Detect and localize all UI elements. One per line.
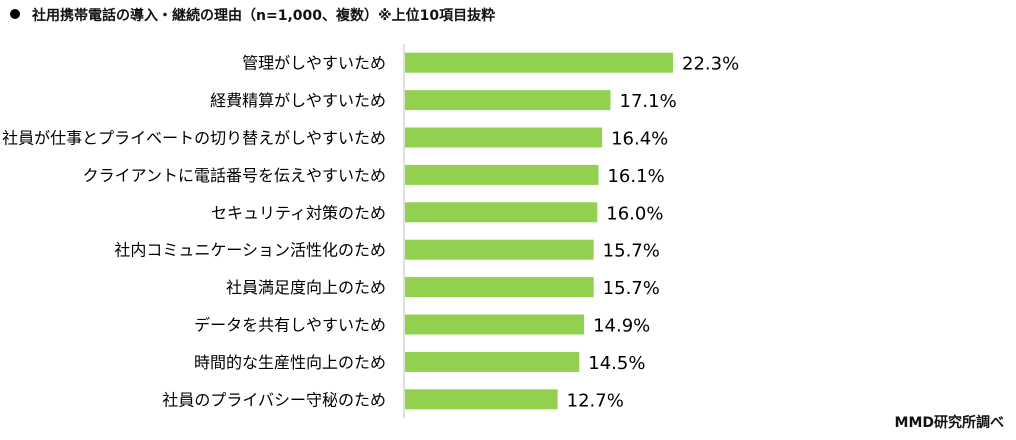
- data-label: 22.3%: [682, 54, 739, 75]
- category-label: 社員が仕事とプライベートの切り替えがしやすいため: [2, 129, 386, 148]
- chart-title: 社用携帯電話の導入・継続の理由（n=1,000、複数）※上位10項目抜粋: [10, 5, 495, 25]
- data-label: 15.7%: [603, 278, 660, 299]
- bar: [405, 277, 594, 298]
- category-label: 経費精算がしやすいため: [210, 91, 386, 110]
- data-label: 17.1%: [620, 91, 677, 112]
- category-label: 時間的な生産性向上のため: [194, 353, 386, 372]
- category-label: クライアントに電話番号を伝えやすいため: [83, 166, 386, 185]
- bar: [405, 314, 585, 335]
- data-label: 16.0%: [606, 203, 663, 224]
- data-label: 16.4%: [611, 129, 668, 150]
- source-credit: MMD研究所調べ: [894, 415, 1004, 431]
- data-label: 14.9%: [593, 316, 650, 337]
- data-label: 16.1%: [607, 166, 664, 187]
- data-label: 14.5%: [588, 353, 645, 374]
- bar: [405, 202, 598, 223]
- category-label: 社員のプライバシー守秘のため: [162, 390, 386, 409]
- chart-title-text: 社用携帯電話の導入・継続の理由（n=1,000、複数）※上位10項目抜粋: [32, 8, 496, 24]
- bar: [405, 164, 599, 185]
- data-label: 15.7%: [603, 241, 660, 262]
- bar: [405, 52, 673, 73]
- category-label: 社員満足度向上のため: [226, 278, 386, 297]
- bar: [405, 127, 603, 148]
- bar: [405, 239, 594, 260]
- data-label: 12.7%: [567, 390, 624, 411]
- bar: [405, 351, 580, 372]
- category-label: データを共有しやすいため: [194, 316, 386, 335]
- bar: [405, 389, 558, 410]
- category-label: セキュリティ対策のため: [211, 203, 386, 222]
- bar: [405, 90, 611, 111]
- bullet-icon: [10, 9, 20, 19]
- category-label: 管理がしやすいため: [242, 54, 386, 73]
- category-label: 社内コミュニケーション活性化のため: [114, 241, 386, 260]
